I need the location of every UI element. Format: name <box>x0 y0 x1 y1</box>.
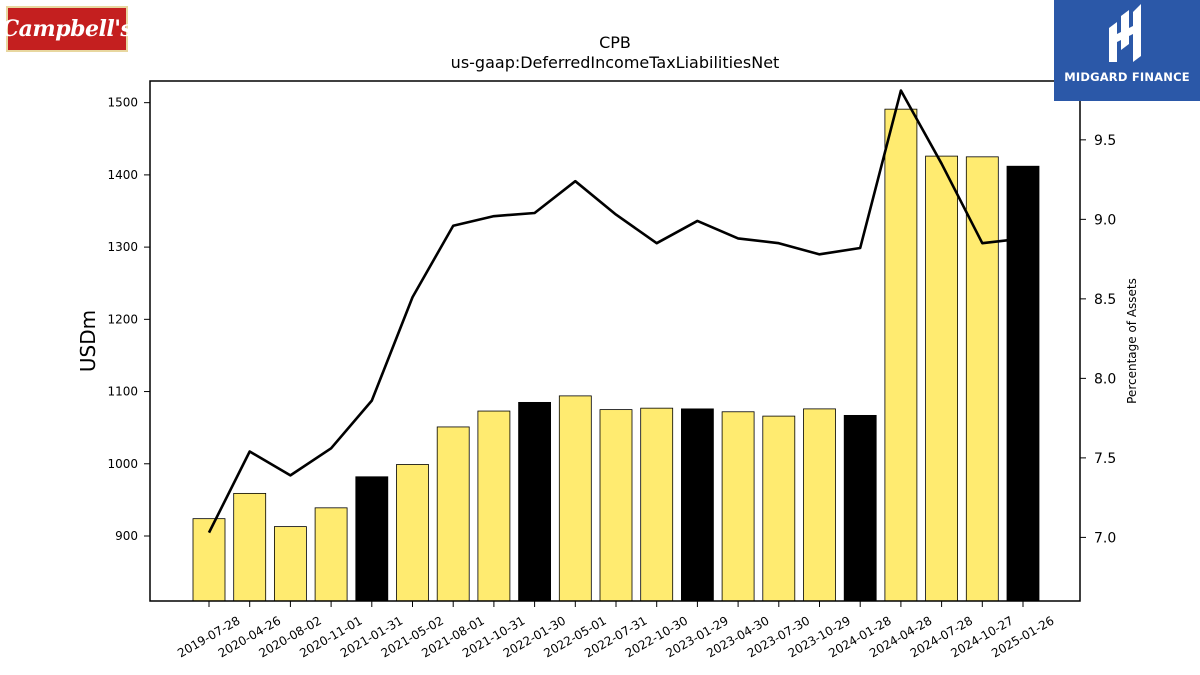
y2-tick-label: 9.5 <box>1094 133 1116 149</box>
midgard-finance-logo: MIDGARD FINANCE <box>1054 0 1200 101</box>
bar-2021-08-01 <box>436 426 470 602</box>
y2-tick-label: 9.0 <box>1094 212 1116 228</box>
chart-subtitle: us-gaap:DeferredIncomeTaxLiabilitiesNet <box>451 53 780 72</box>
y2-axis-label: Percentage of Assets <box>1125 278 1139 404</box>
x-axis: 2019-07-282020-04-262020-08-022020-11-01… <box>175 601 1057 660</box>
bar-2022-10-30 <box>640 407 674 602</box>
bar-2023-07-30 <box>762 415 796 602</box>
bar-2020-11-01 <box>314 507 348 602</box>
y-axis: 900 1000 1100 1200 1300 1400 1500 <box>107 96 150 543</box>
y-axis-label: USDm <box>76 310 100 372</box>
y2-tick-label: 7.5 <box>1094 451 1116 467</box>
bar-2020-04-26 <box>233 492 267 602</box>
y2-tick-label: 7.0 <box>1094 530 1116 546</box>
line-series <box>207 89 1024 534</box>
bar-2023-10-29 <box>803 408 836 602</box>
y-tick-label: 1400 <box>107 168 138 182</box>
campbells-logo-text: Campbell's <box>1 16 133 42</box>
bar-2023-01-29 <box>681 408 714 602</box>
campbells-logo: Campbell's <box>2 6 133 52</box>
bar-2022-07-31 <box>599 409 633 602</box>
chart-title: CPB <box>599 33 631 52</box>
y-tick-label: 1500 <box>107 96 138 110</box>
bar-2020-08-02 <box>273 526 307 602</box>
bar-2024-01-28 <box>843 414 877 602</box>
bar-2022-05-01 <box>558 395 592 602</box>
bar-2021-10-31 <box>477 410 511 602</box>
bar-2024-07-28 <box>925 155 958 602</box>
midgard-logo-text: MIDGARD FINANCE <box>1064 70 1190 84</box>
y-tick-label: 1000 <box>107 457 138 471</box>
bar-2024-04-28 <box>884 108 918 602</box>
bar-2024-10-27 <box>965 156 999 602</box>
plot-frame <box>149 80 1081 602</box>
bar-2025-01-26 <box>1006 165 1040 602</box>
y2-tick-label: 8.5 <box>1094 292 1116 308</box>
midgard-mark-icon <box>1109 4 1141 62</box>
y-tick-label: 1100 <box>107 385 138 399</box>
y-tick-label: 1200 <box>107 312 138 326</box>
bar-2021-05-02 <box>396 464 429 602</box>
y2-axis: 7.0 7.5 8.0 8.5 9.0 9.5 <box>1080 133 1116 546</box>
bar-2023-04-30 <box>721 411 755 602</box>
bar-2021-01-31 <box>355 476 389 602</box>
y-tick-label: 900 <box>115 529 138 543</box>
bar-2022-01-30 <box>518 401 551 602</box>
y-tick-label: 1300 <box>107 240 138 254</box>
y2-tick-label: 8.0 <box>1094 371 1116 387</box>
bar-series <box>192 108 1040 602</box>
